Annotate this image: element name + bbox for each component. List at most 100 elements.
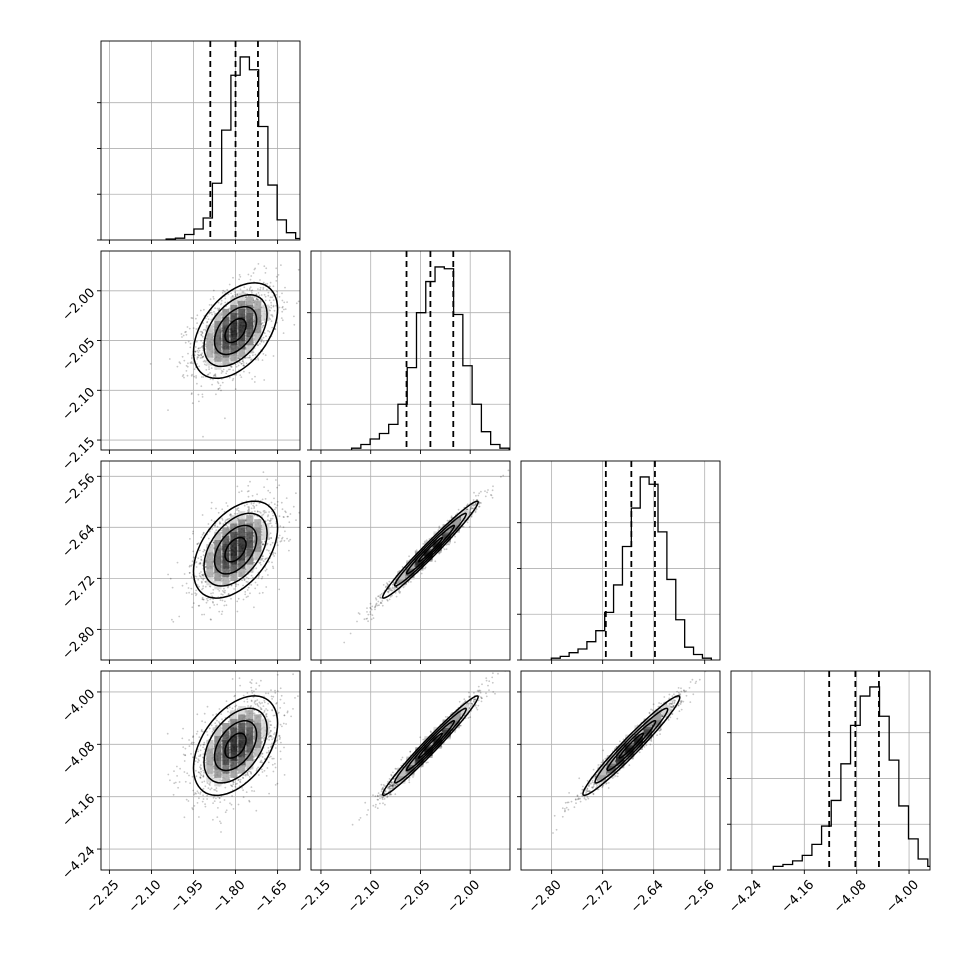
- scatter-point: [192, 327, 195, 329]
- scatter-point: [302, 286, 304, 288]
- scatter-point: [191, 560, 194, 563]
- density-cell: [246, 304, 254, 313]
- scatter-point: [393, 588, 396, 591]
- scatter-point: [283, 774, 286, 776]
- scatter-point: [210, 367, 213, 369]
- scatter-point: [267, 294, 270, 297]
- scatter-point: [473, 491, 475, 494]
- scatter-point: [211, 528, 214, 530]
- scatter-point: [207, 373, 210, 376]
- scatter-point: [280, 317, 283, 319]
- scatter-point: [236, 509, 238, 511]
- scatter-frame-2-0: [100, 460, 301, 661]
- scatter-point: [274, 747, 277, 749]
- scatter-point: [249, 278, 252, 281]
- scatter-point: [261, 752, 264, 755]
- scatter-point: [475, 494, 477, 497]
- scatter-point: [197, 542, 200, 545]
- scatter-point: [230, 292, 233, 295]
- scatter-point: [192, 736, 194, 738]
- scatter-point: [201, 533, 204, 536]
- scatter-point: [257, 510, 259, 513]
- scatter-point: [255, 293, 258, 296]
- scatter-point: [244, 591, 247, 593]
- scatter-point: [217, 382, 220, 385]
- scatter-point: [200, 376, 203, 378]
- contour-2-0-2: [203, 512, 268, 587]
- scatter-point: [196, 356, 199, 358]
- scatter-point: [393, 582, 395, 584]
- scatter-point: [472, 503, 474, 506]
- scatter-point: [259, 343, 261, 345]
- scatter-point: [225, 502, 228, 504]
- scatter-point: [192, 741, 195, 744]
- scatter-point: [199, 764, 202, 766]
- scatter-point: [468, 526, 471, 528]
- scatter-point: [203, 780, 206, 783]
- scatter-point: [275, 280, 278, 282]
- scatter-point: [478, 501, 481, 504]
- scatter-point: [209, 784, 211, 786]
- scatter-point: [272, 770, 275, 773]
- scatter-point: [200, 559, 203, 562]
- scatter-point: [201, 581, 203, 584]
- scatter-point: [206, 798, 209, 800]
- scatter-point: [261, 498, 264, 501]
- scatter-point: [293, 323, 296, 326]
- scatter-point: [271, 561, 273, 564]
- density-cell: [222, 560, 230, 569]
- scatter-point: [247, 586, 250, 589]
- scatter-point: [220, 593, 223, 595]
- scatter-point: [283, 714, 286, 717]
- scatter-point: [195, 566, 198, 568]
- scatter-point: [179, 767, 182, 770]
- scatter-point: [185, 330, 187, 333]
- scatter-point: [220, 370, 223, 372]
- scatter-point: [253, 268, 256, 271]
- scatter-point: [200, 354, 203, 357]
- scatter-point: [233, 512, 236, 515]
- scatter-point: [201, 345, 204, 348]
- scatter-point: [251, 289, 254, 292]
- density-cell: [206, 560, 214, 569]
- scatter-point: [253, 381, 256, 383]
- scatter-point: [190, 317, 193, 319]
- scatter-point: [211, 383, 214, 386]
- scatter-point: [243, 579, 246, 581]
- scatter-point: [284, 530, 286, 533]
- density-cell: [214, 564, 222, 573]
- scatter-point: [474, 503, 477, 505]
- scatter-point: [252, 502, 255, 505]
- scatter-point: [378, 595, 380, 597]
- scatter-point: [149, 363, 152, 365]
- scatter-point: [282, 332, 285, 334]
- density-cell: [238, 568, 246, 577]
- scatter-point: [199, 772, 202, 775]
- scatter-point: [262, 510, 265, 512]
- scatter-point: [250, 290, 253, 292]
- scatter-point: [171, 586, 174, 589]
- scatter-point: [210, 618, 212, 621]
- scatter-point: [295, 492, 297, 495]
- scatter-point: [271, 314, 274, 316]
- scatter-point: [189, 346, 192, 349]
- scatter-point: [225, 809, 228, 812]
- scatter-point: [264, 558, 266, 561]
- scatter-point: [212, 714, 214, 716]
- scatter-point: [250, 358, 253, 361]
- scatter-point: [257, 344, 259, 346]
- density-cell: [214, 321, 222, 330]
- scatter-point: [374, 604, 377, 607]
- scatter-point: [272, 553, 274, 556]
- density-cell: [222, 341, 230, 350]
- scatter-point: [259, 706, 262, 709]
- scatter-point: [202, 775, 205, 778]
- density-cell: [238, 316, 246, 326]
- scatter-point: [222, 289, 225, 292]
- scatter-point: [272, 551, 275, 554]
- scatter-point: [218, 307, 221, 310]
- scatter-point: [266, 478, 269, 481]
- scatter-point: [398, 590, 400, 593]
- scatter-point: [189, 342, 192, 345]
- scatter-point: [258, 562, 261, 564]
